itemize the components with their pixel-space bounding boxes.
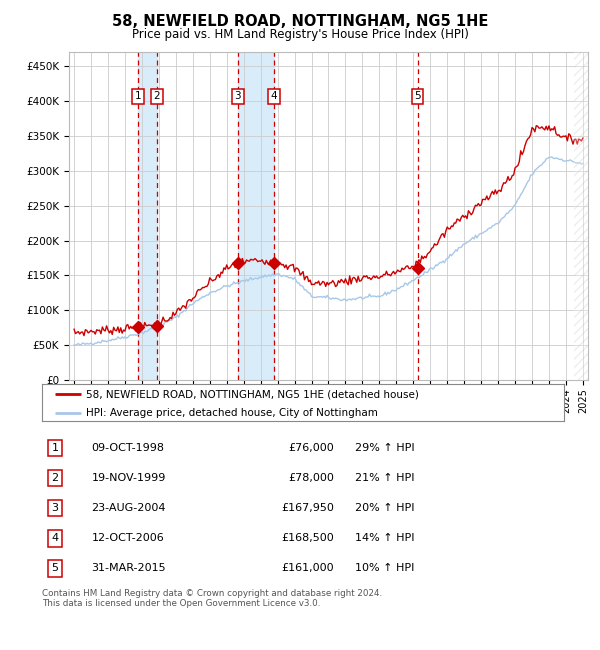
Text: 09-OCT-1998: 09-OCT-1998 [92,443,164,453]
Text: 2: 2 [52,473,59,484]
Text: 29% ↑ HPI: 29% ↑ HPI [355,443,415,453]
Text: HPI: Average price, detached house, City of Nottingham: HPI: Average price, detached house, City… [86,408,378,419]
Text: 3: 3 [52,503,59,514]
Text: 58, NEWFIELD ROAD, NOTTINGHAM, NG5 1HE: 58, NEWFIELD ROAD, NOTTINGHAM, NG5 1HE [112,14,488,29]
Bar [238,52,274,380]
Text: £76,000: £76,000 [289,443,334,453]
Text: 2: 2 [154,91,160,101]
Text: 19-NOV-1999: 19-NOV-1999 [92,473,166,484]
Text: 3: 3 [234,91,241,101]
Text: 14% ↑ HPI: 14% ↑ HPI [355,534,415,543]
Text: 4: 4 [52,534,59,543]
Text: 31-MAR-2015: 31-MAR-2015 [92,564,166,573]
Text: £161,000: £161,000 [281,564,334,573]
Text: 1: 1 [52,443,59,453]
Text: 5: 5 [52,564,59,573]
Text: 23-AUG-2004: 23-AUG-2004 [92,503,166,514]
Text: 4: 4 [271,91,277,101]
Bar [574,52,588,380]
Text: £78,000: £78,000 [289,473,334,484]
Text: 58, NEWFIELD ROAD, NOTTINGHAM, NG5 1HE (detached house): 58, NEWFIELD ROAD, NOTTINGHAM, NG5 1HE (… [86,389,419,399]
Text: 1: 1 [135,91,142,101]
Text: 5: 5 [414,91,421,101]
Text: 21% ↑ HPI: 21% ↑ HPI [355,473,415,484]
Text: £167,950: £167,950 [281,503,334,514]
Bar [138,52,157,380]
Text: 20% ↑ HPI: 20% ↑ HPI [355,503,415,514]
Text: Contains HM Land Registry data © Crown copyright and database right 2024.
This d: Contains HM Land Registry data © Crown c… [42,589,382,608]
Text: Price paid vs. HM Land Registry's House Price Index (HPI): Price paid vs. HM Land Registry's House … [131,28,469,41]
Text: 12-OCT-2006: 12-OCT-2006 [92,534,164,543]
Text: 10% ↑ HPI: 10% ↑ HPI [355,564,415,573]
Text: £168,500: £168,500 [281,534,334,543]
